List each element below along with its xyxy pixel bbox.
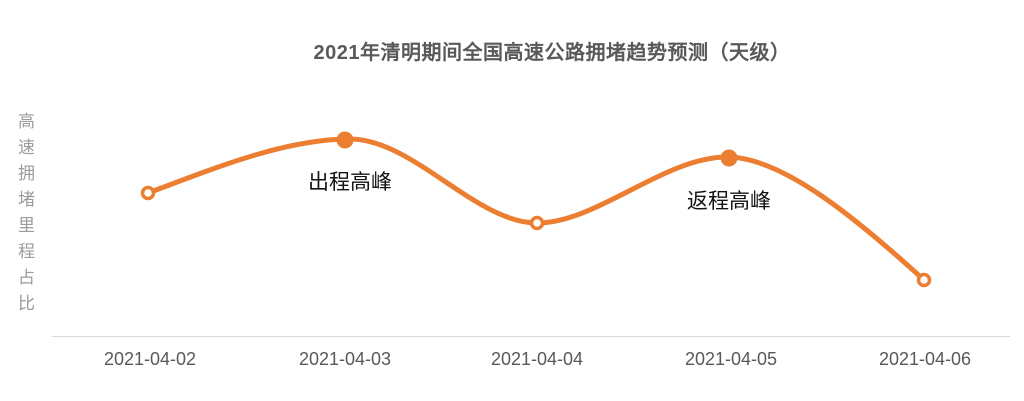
- x-tick-2021-04-03: 2021-04-03: [298, 349, 392, 369]
- y-axis-label: 高速拥堵里程占比: [15, 112, 34, 320]
- data-point-04-04: [529, 215, 545, 231]
- data-point-04-06: [916, 272, 932, 288]
- data-point-04-02: [140, 185, 156, 201]
- data-point-return-peak: [720, 149, 738, 167]
- x-axis-line: [52, 336, 1010, 337]
- x-tick-2021-04-04: 2021-04-04: [490, 349, 584, 369]
- trend-line: [145, 136, 927, 283]
- x-tick-2021-04-05: 2021-04-05: [684, 349, 778, 369]
- annotation-return-peak: 返程高峰: [687, 190, 771, 213]
- x-tick-2021-04-06: 2021-04-06: [878, 349, 972, 369]
- data-point-departure-peak: [336, 131, 354, 149]
- annotation-departure-peak: 出程高峰: [308, 171, 392, 194]
- x-tick-2021-04-02: 2021-04-02: [103, 349, 197, 369]
- chart-title: 2021年清明期间全国高速公路拥堵趋势预测（天级）: [313, 42, 791, 64]
